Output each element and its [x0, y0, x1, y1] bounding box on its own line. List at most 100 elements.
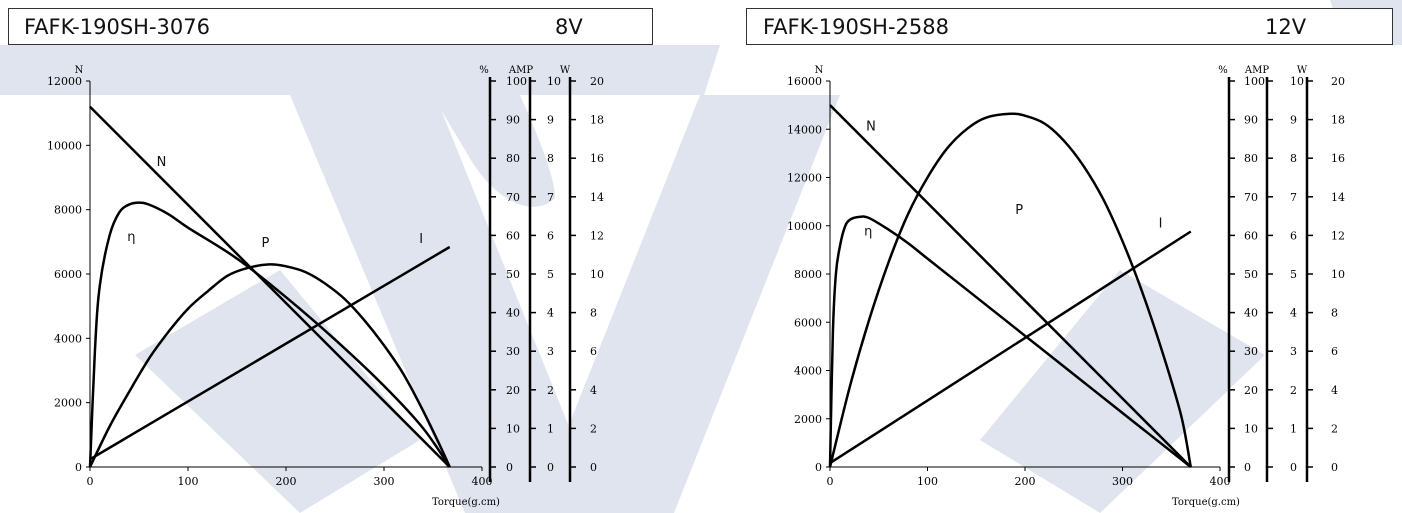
curve-label-N: N: [866, 119, 876, 134]
right-axis-3: W 0 2 4 6 8 10 12 14 16 18 20: [1297, 65, 1345, 482]
left-tick-label: 6000: [794, 316, 822, 329]
right-tick-label: 16: [1331, 152, 1345, 165]
voltage-label: 8V: [555, 15, 583, 39]
series-line-η: [88, 201, 451, 468]
right-tick-label: 14: [590, 191, 604, 204]
chart-1: FAFK-190SH-3076 8VN0200040006000800010000…: [8, 8, 653, 508]
right-tick-label: 0: [1331, 461, 1338, 474]
right-tick-label: 5: [1290, 268, 1297, 281]
right-axis-2: AMP 0 1 2 3 4 5 6 7 8 9 10: [1244, 65, 1304, 482]
right-tick-label: 1: [1290, 422, 1297, 435]
right-tick-label: 0: [1244, 461, 1251, 474]
curve-label-P: P: [1015, 203, 1023, 218]
right-axis-2: AMP 0 1 2 3 4 5 6 7 8 9 10: [508, 65, 561, 482]
right-tick-label: 2: [590, 422, 597, 435]
curve-label-I: I: [1159, 217, 1163, 232]
right-tick-label: 40: [506, 307, 520, 320]
right-tick-label: 8: [1331, 307, 1338, 320]
right-axis-unit: %: [1218, 65, 1228, 76]
right-tick-label: 10: [1290, 75, 1304, 88]
left-tick-label: 12000: [787, 172, 822, 185]
right-tick-label: 20: [590, 75, 604, 88]
right-tick-label: 10: [506, 422, 520, 435]
x-axis-label: Torque(g.cm): [1172, 497, 1240, 508]
left-tick-label: 8000: [54, 204, 82, 217]
series-line-η: [828, 215, 1192, 468]
left-tick-label: 4000: [54, 332, 82, 345]
right-tick-label: 40: [1244, 307, 1258, 320]
right-tick-label: 9: [547, 114, 554, 127]
curve-label-N: N: [157, 155, 167, 170]
right-tick-label: 6: [590, 345, 597, 358]
right-tick-label: 1: [547, 422, 554, 435]
right-tick-label: 50: [1244, 268, 1258, 281]
x-tick-label: 200: [1015, 475, 1036, 488]
right-tick-label: 50: [506, 268, 520, 281]
right-tick-label: 4: [1331, 384, 1338, 397]
right-tick-label: 4: [590, 384, 597, 397]
x-tick-label: 100: [178, 475, 199, 488]
x-tick-label: 100: [917, 475, 938, 488]
left-tick-label: 16000: [787, 75, 822, 88]
right-axis-1: % 0 10 20 30 40 50 60 70 80 90 100: [479, 65, 527, 482]
right-tick-label: 5: [547, 268, 554, 281]
model-title: FAFK-190SH-3076: [24, 15, 210, 39]
series-line-N: [829, 104, 1192, 468]
right-tick-label: 0: [1290, 461, 1297, 474]
left-tick-label: 10000: [787, 220, 822, 233]
right-axis-unit: W: [560, 65, 571, 76]
voltage-label: 12V: [1265, 15, 1307, 39]
x-tick-label: 0: [827, 475, 834, 488]
left-tick-label: 2000: [54, 397, 82, 410]
right-tick-label: 10: [590, 268, 604, 281]
series-line-N: [89, 105, 451, 468]
right-tick-label: 90: [506, 114, 520, 127]
right-tick-label: 0: [590, 461, 597, 474]
right-tick-label: 100: [1244, 75, 1265, 88]
left-tick-label: 14000: [787, 123, 822, 136]
right-tick-label: 8: [590, 307, 597, 320]
right-tick-label: 7: [1290, 191, 1297, 204]
x-axis-label: Torque(g.cm): [432, 497, 500, 508]
left-tick-label: 0: [75, 461, 82, 474]
right-tick-label: 60: [1244, 229, 1258, 242]
right-tick-label: 4: [547, 307, 554, 320]
right-tick-label: 14: [1331, 191, 1345, 204]
x-tick-label: 0: [87, 475, 94, 488]
right-tick-label: 8: [547, 152, 554, 165]
right-tick-label: 6: [1290, 229, 1297, 242]
right-tick-label: 70: [506, 191, 520, 204]
right-axis-unit: AMP: [1244, 65, 1269, 76]
chart-2: FAFK-190SH-2588 12VN020004000600080001000…: [746, 8, 1393, 508]
left-tick-label: 10000: [47, 139, 82, 152]
right-tick-label: 12: [590, 229, 604, 242]
right-tick-label: 2: [1290, 384, 1297, 397]
right-tick-label: 7: [547, 191, 554, 204]
x-tick-label: 400: [472, 475, 493, 488]
series-line-P: [828, 112, 1193, 468]
model-title: FAFK-190SH-2588: [763, 15, 949, 39]
left-axis: N 0 2000 4000 6000 8000 10000 12000: [47, 65, 91, 474]
right-tick-label: 6: [1331, 345, 1338, 358]
right-tick-label: 0: [547, 461, 554, 474]
right-tick-label: 20: [1331, 75, 1345, 88]
header-box: [746, 8, 1393, 45]
right-tick-label: 8: [1290, 152, 1297, 165]
x-axis: 0 100 200 300 400 Torque(g.cm): [87, 466, 500, 508]
right-tick-label: 80: [1244, 152, 1258, 165]
left-axis: N 0 2000 4000 6000 8000 10000 12000 14000 16000: [787, 65, 831, 474]
right-tick-label: 30: [506, 345, 520, 358]
left-axis-unit: N: [75, 65, 84, 76]
right-tick-label: 20: [1244, 384, 1258, 397]
curve-label-I: I: [419, 232, 423, 247]
right-tick-label: 80: [506, 152, 520, 165]
x-tick-label: 200: [276, 475, 297, 488]
right-tick-label: 9: [1290, 114, 1297, 127]
right-tick-label: 18: [590, 114, 604, 127]
series-line-I: [89, 245, 451, 461]
right-tick-label: 30: [1244, 345, 1258, 358]
left-tick-label: 2000: [794, 413, 822, 426]
right-tick-label: 2: [547, 384, 554, 397]
right-axis-3: W 0 2 4 6 8 10 12 14 16 18 20: [560, 65, 604, 482]
curve-label-η: η: [864, 224, 872, 239]
